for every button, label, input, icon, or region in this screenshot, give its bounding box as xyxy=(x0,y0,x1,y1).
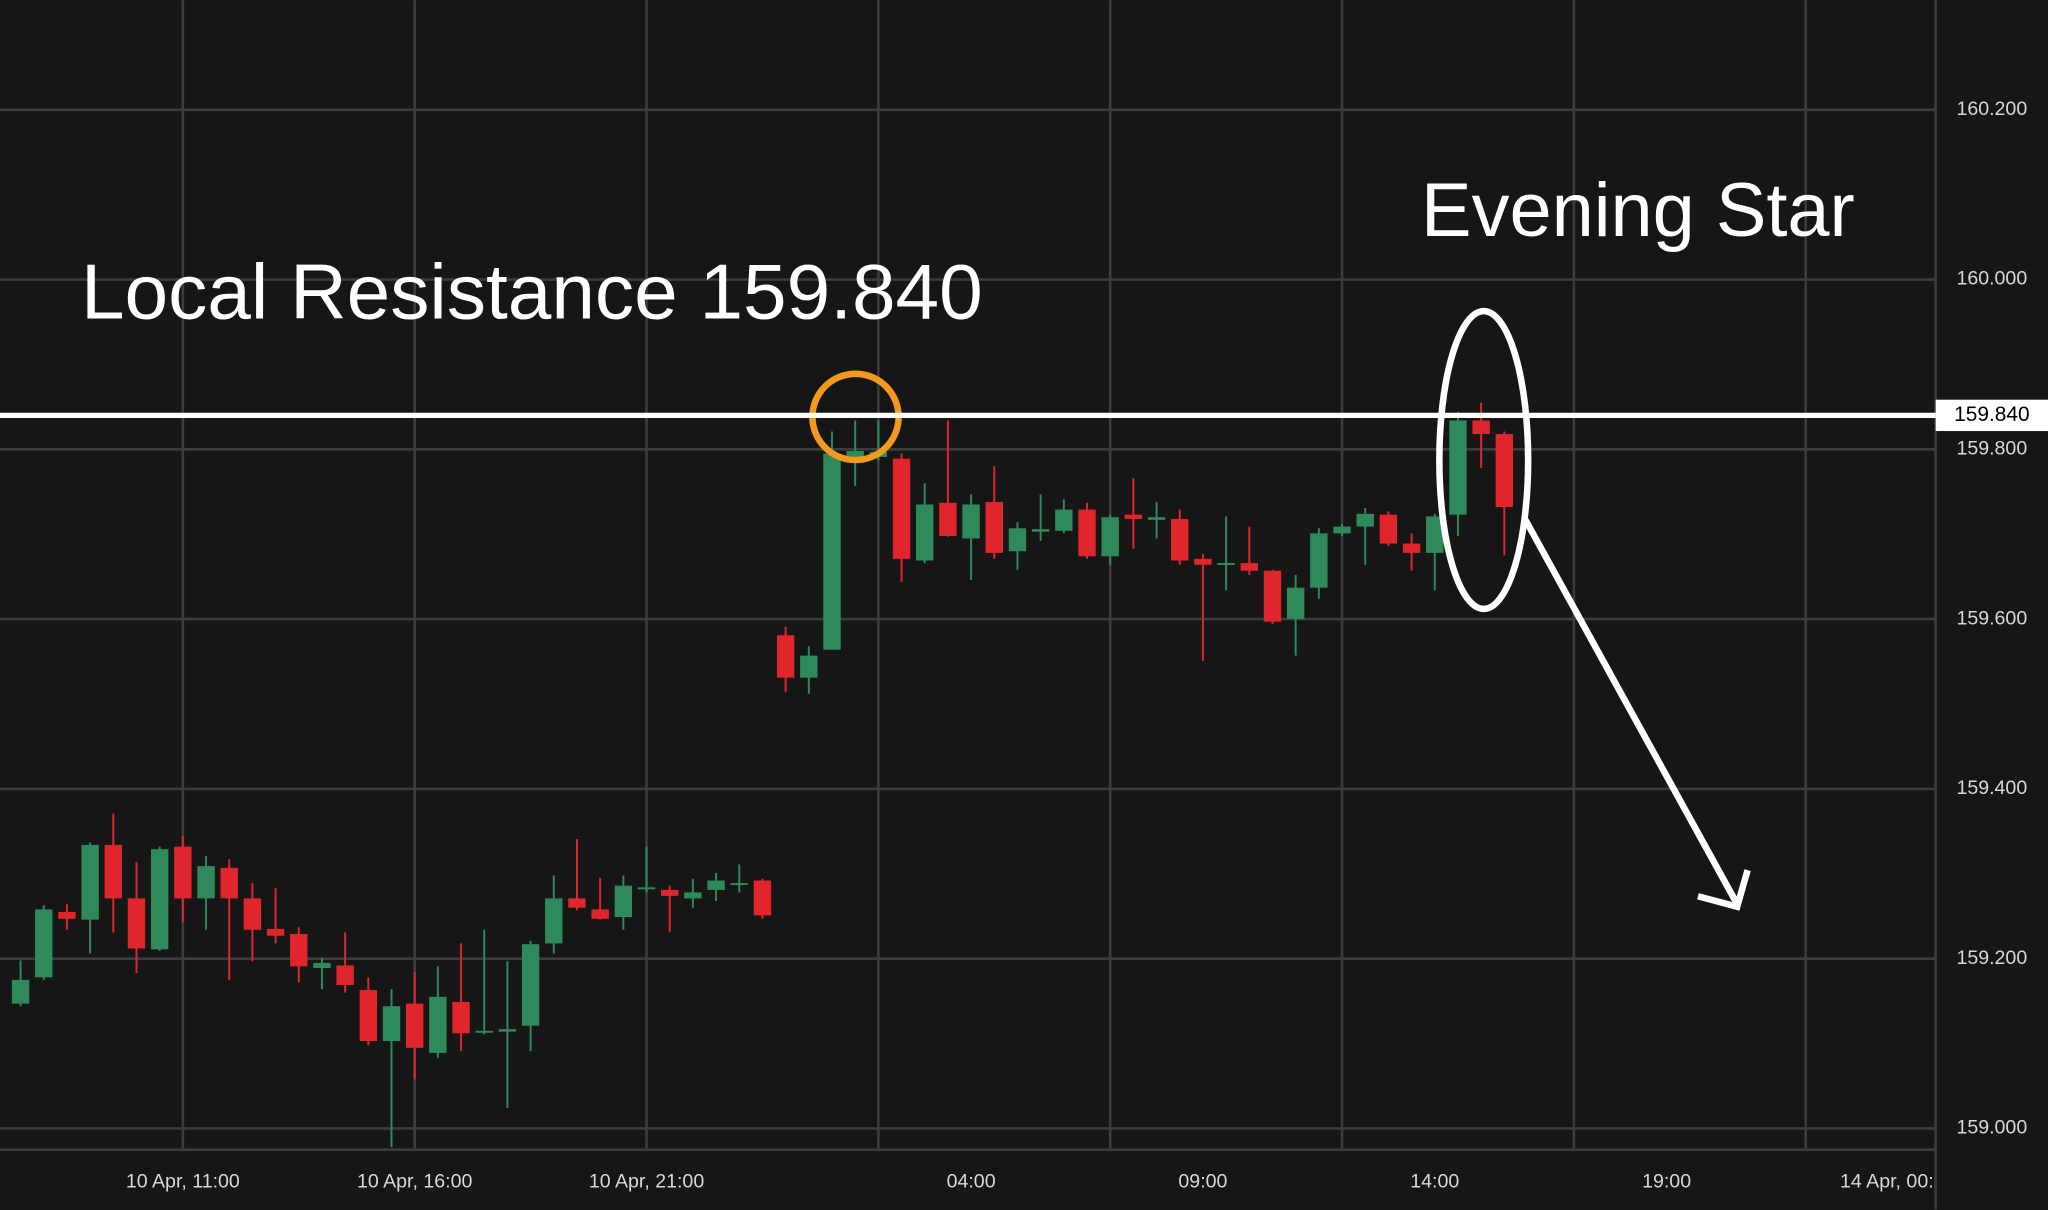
candle-body xyxy=(916,504,934,561)
resistance-price-label: 159.840 xyxy=(1954,403,2029,426)
candle-body xyxy=(776,635,795,678)
candle-body xyxy=(637,887,656,890)
candle-body xyxy=(1194,558,1212,565)
candle-body xyxy=(104,844,122,899)
grid xyxy=(0,0,1936,1150)
candle-body xyxy=(197,866,215,899)
candle-body xyxy=(1240,563,1258,571)
candle-body xyxy=(150,849,169,950)
candle-body xyxy=(1356,513,1374,527)
x-tick-label: 09:00 xyxy=(1178,1170,1227,1192)
candle-body xyxy=(1310,533,1328,588)
candle-body xyxy=(1495,434,1514,508)
y-tick-label: 159.200 xyxy=(1956,947,2027,969)
y-tick-label: 160.000 xyxy=(1956,268,2027,290)
candle-body xyxy=(753,880,772,916)
candle-body xyxy=(614,885,633,918)
candle-body xyxy=(730,883,748,886)
candle-body xyxy=(1379,514,1398,544)
candle-body xyxy=(892,458,911,559)
candle-body xyxy=(1449,420,1467,515)
x-tick-label: 04:00 xyxy=(947,1170,996,1192)
candle-body xyxy=(220,867,238,899)
candle-body xyxy=(1008,528,1027,552)
candle-body xyxy=(684,892,702,899)
x-tick-label: 19:00 xyxy=(1642,1170,1691,1192)
candle-body xyxy=(429,996,447,1053)
pattern-annotation: Evening Star xyxy=(1421,168,1855,253)
candle-body xyxy=(823,453,841,650)
candle-body xyxy=(939,502,957,536)
y-tick-label: 159.000 xyxy=(1956,1117,2027,1139)
candle-body xyxy=(58,911,76,919)
candle-body xyxy=(127,898,146,949)
candle-body xyxy=(498,1029,517,1032)
candle-body xyxy=(11,979,30,1004)
candle-body xyxy=(1055,509,1073,531)
candle-body xyxy=(81,844,99,920)
resistance-annotation: Local Resistance 159.840 xyxy=(81,248,983,336)
x-tick-label: 14:00 xyxy=(1410,1170,1459,1192)
candle-body xyxy=(1031,529,1050,532)
candle-body xyxy=(707,880,725,890)
candle-body xyxy=(1263,570,1282,622)
candle-body xyxy=(1217,563,1235,566)
candle-body xyxy=(336,965,354,985)
candle-body xyxy=(1472,420,1490,435)
y-tick-label: 159.600 xyxy=(1956,607,2027,629)
candle-body xyxy=(568,898,586,908)
candle-body xyxy=(591,909,609,919)
candle-body xyxy=(1124,514,1143,519)
candle-body xyxy=(962,504,980,539)
candles xyxy=(11,402,1514,1148)
resistance-price-box xyxy=(1935,399,2048,432)
candle-body xyxy=(405,1003,424,1048)
x-tick-label: 10 Apr, 11:00 xyxy=(126,1170,240,1192)
down-arrow xyxy=(1522,518,1751,911)
candle-body xyxy=(521,944,540,1026)
candle-body xyxy=(661,889,679,896)
y-tick-label: 159.800 xyxy=(1956,437,2027,459)
candle-body xyxy=(1426,516,1444,553)
x-tick-label: 10 Apr, 16:00 xyxy=(357,1170,473,1192)
candle-body xyxy=(1333,526,1351,534)
y-tick-label: 160.200 xyxy=(1956,98,2027,120)
candle-body xyxy=(35,909,53,978)
axes: 159.000 159.200 159.400 159.600 159.800 160.0… xyxy=(126,98,2027,1193)
candle-body xyxy=(1078,509,1096,557)
candle-body xyxy=(545,898,563,944)
candle-body xyxy=(475,1030,493,1033)
candle-body xyxy=(243,898,262,930)
candle-body xyxy=(290,934,308,967)
x-tick-label: 14 Apr, 00: xyxy=(1840,1170,1934,1192)
candle-body xyxy=(1171,518,1189,561)
candle-body xyxy=(266,928,285,936)
candle-body xyxy=(452,1001,470,1034)
candle-body xyxy=(985,501,1003,553)
pattern-ellipse xyxy=(1436,307,1532,613)
candle-body xyxy=(1147,517,1166,520)
candle-body xyxy=(174,846,192,899)
y-tick-label: 159.400 xyxy=(1956,777,2027,799)
x-tick-label: 10 Apr, 21:00 xyxy=(589,1170,705,1192)
candle-body xyxy=(800,655,818,678)
candle-body xyxy=(846,451,864,461)
candle-body xyxy=(359,990,378,1041)
candle-body xyxy=(382,1006,401,1041)
candle-body xyxy=(313,962,331,968)
candle-body xyxy=(1101,517,1119,557)
candle-body xyxy=(1286,587,1305,620)
candle-body xyxy=(1402,543,1421,553)
